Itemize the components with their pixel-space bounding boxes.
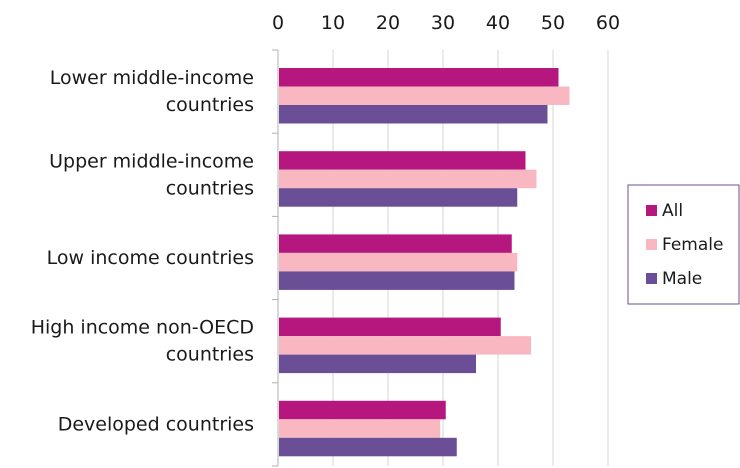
legend-swatch-male <box>646 273 657 284</box>
bar-male <box>279 271 515 290</box>
bar-male <box>279 105 548 124</box>
bar-female <box>279 419 441 438</box>
bar-female <box>279 86 570 105</box>
bar-all <box>279 234 512 253</box>
x-tick-label: 10 <box>321 12 345 34</box>
category-label: countries <box>166 94 254 116</box>
category-label: Upper middle-income <box>49 150 254 172</box>
x-tick-label: 0 <box>272 12 284 34</box>
category-label: Lower middle-income <box>50 67 254 89</box>
category-label: Low income countries <box>47 247 254 269</box>
legend: All Female Male <box>627 184 740 305</box>
bar-female <box>279 252 518 272</box>
category-label: countries <box>166 344 254 366</box>
category-label: Developed countries <box>58 413 254 435</box>
bar-female <box>279 169 537 189</box>
x-tick-label: 30 <box>431 12 455 34</box>
bars <box>279 68 570 457</box>
legend-swatch-all <box>646 205 657 216</box>
bar-all <box>279 68 559 87</box>
bar-all <box>279 151 526 170</box>
category-labels: Lower middle-income countries Upper middle… <box>31 67 254 435</box>
value-axis: 0 10 20 30 40 50 60 <box>272 12 620 467</box>
bar-all <box>279 400 446 420</box>
category-label: High income non-OECD <box>31 317 254 339</box>
x-tick-label: 60 <box>596 12 620 34</box>
bar-male <box>279 188 518 207</box>
legend-swatch-female <box>646 239 657 250</box>
category-label: countries <box>166 177 254 199</box>
bar-male <box>279 437 457 457</box>
x-tick-label: 20 <box>376 12 400 34</box>
bar-female <box>279 336 531 355</box>
bar-all <box>279 317 501 337</box>
x-tick-label: 40 <box>486 12 510 34</box>
bar-male <box>279 354 476 374</box>
legend-label-all: All <box>662 201 683 221</box>
x-tick-label: 50 <box>541 12 565 34</box>
legend-label-female: Female <box>662 235 723 255</box>
legend-label-male: Male <box>662 269 702 289</box>
